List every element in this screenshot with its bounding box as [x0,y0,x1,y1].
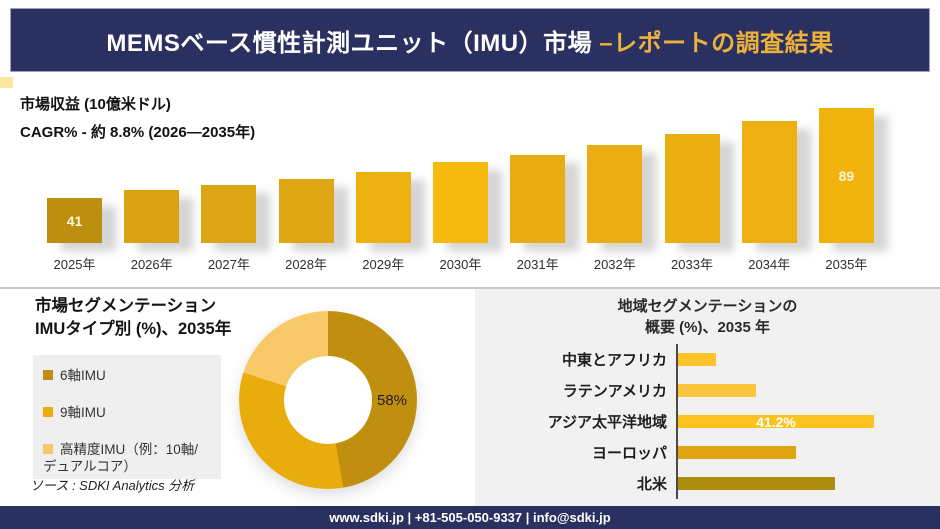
revenue-bar-column: 2026年 [124,80,180,272]
regional-bar [678,384,756,397]
title-main: MEMSベース慣性計測ユニット（IMU）市場 [106,29,600,57]
revenue-bar [355,172,411,243]
revenue-bar [587,145,643,243]
revenue-bar-year: 2029年 [362,257,405,272]
imu-type-title-line1: 市場セグメンテーション [35,297,217,315]
regional-bar-row: ラテンアメリカ [475,375,940,406]
bottom-panels: 市場セグメンテーション IMUタイプ別 (%)、2035年 6軸IMU 9軸IMU… [0,287,940,506]
legend-label: 9軸IMU [60,405,106,420]
revenue-bar-year: 2031年 [516,257,559,272]
title-accent: –レポートの調査結果 [599,29,834,57]
regional-bar [678,353,716,366]
revenue-chart-cagr: CAGR% - 約 8.8% (2026―2035年) [20,124,256,141]
revenue-bar-year: 2025年 [53,257,96,272]
donut-slice-label: 58% [377,392,408,409]
regional-panel: 地域セグメンテーションの 概要 (%)、2035 年 中東とアフリカ ラテンアメリ… [475,289,940,506]
revenue-bar [432,162,488,243]
revenue-bar-column: 2028年 [278,80,334,272]
revenue-bar-column: 89 2035年 [818,80,874,272]
legend-color-swatch [43,407,53,417]
revenue-bar-column: 2027年 [201,80,257,272]
revenue-bar-value: 41 [66,212,83,229]
regional-bar-value: 41.2% [756,413,796,430]
revenue-bar [201,185,257,243]
regional-category-label: アジア太平洋地域 [547,414,667,431]
regional-bar-area [676,468,940,499]
regional-bar [678,477,835,490]
revenue-bar-value: 89 [838,167,855,184]
revenue-bar-column: 41 2025年 [47,80,102,272]
revenue-bar-year: 2030年 [439,257,482,272]
revenue-bar [741,121,797,243]
regional-title-line2: 概要 (%)、2035 年 [644,319,771,336]
revenue-bar: 41 [47,198,102,243]
revenue-bar [510,155,566,243]
source-note: ソース : SDKI Analytics 分析 [30,478,195,493]
page-title: MEMSベース慣性計測ユニット（IMU）市場 –レポートの調査結果 [106,23,833,58]
revenue-bar-column: 2029年 [355,80,411,272]
footer-contact: www.sdki.jp | +81-505-050-9337 | info@sd… [329,510,611,525]
revenue-bar-year: 2027年 [207,257,250,272]
revenue-bar-column: 2030年 [432,80,488,272]
revenue-bar-year: 2032年 [593,257,636,272]
revenue-bar [124,190,180,243]
legend-color-swatch [43,370,53,380]
regional-bar-area [676,375,940,406]
regional-category-label: 中東とアフリカ [561,352,667,369]
revenue-bar-year: 2033年 [671,257,713,272]
regional-bar-row: 北米 [475,468,940,499]
footer-bar: www.sdki.jp | +81-505-050-9337 | info@sd… [0,506,940,529]
regional-title-line1: 地域セグメンテーションの [617,298,798,315]
revenue-bar-column: 2032年 [587,80,643,272]
regional-bar [678,446,796,459]
regional-bars: 中東とアフリカ ラテンアメリカアジア太平洋地域 41.2% ヨーロッパ北米 [475,344,940,499]
imu-type-panel: 市場セグメンテーション IMUタイプ別 (%)、2035年 6軸IMU 9軸IMU… [0,289,470,506]
revenue-bar-year: 2035年 [825,257,868,272]
revenue-bars: 41 2025年 2026年 2027年 2028年 2029年 2030年 2031年 203… [47,80,874,272]
legend-color-swatch [43,444,53,454]
revenue-chart-title: 市場収益 (10億米ドル) [20,96,171,113]
imu-type-title-line2: IMUタイプ別 (%)、2035年 [35,320,232,338]
regional-bar-area [676,437,940,468]
regional-bar-area: 41.2% [676,406,940,437]
legend-item: 9軸IMU [43,404,211,421]
donut-legend: 6軸IMU 9軸IMU 高精度IMU（例：10軸/デュアルコア） [33,355,221,479]
decorative-chip [0,77,13,88]
regional-category-label: ラテンアメリカ [562,383,667,400]
regional-bar-row: ヨーロッパ [475,437,940,468]
revenue-chart-section: 市場収益 (10億米ドル) CAGR% - 約 8.8% (2026―2035年… [0,72,940,287]
revenue-bar: 89 [818,108,874,243]
revenue-bar [278,179,334,243]
legend-item: 6軸IMU [43,367,211,384]
header-banner: MEMSベース慣性計測ユニット（IMU）市場 –レポートの調査結果 [10,8,930,72]
regional-bar-row: 中東とアフリカ [475,344,940,375]
legend-item: 高精度IMU（例：10軸/デュアルコア） [43,441,211,475]
legend-label: 6軸IMU [60,368,106,383]
regional-category-label: ヨーロッパ [591,445,667,462]
regional-bar-row: アジア太平洋地域 41.2% [475,406,940,437]
legend-label: 高精度IMU（例：10軸/デュアルコア） [43,442,199,474]
revenue-bar-column: 2034年 [741,80,797,272]
revenue-bar-year: 2034年 [748,257,791,272]
regional-category-label: 北米 [636,476,667,493]
regional-bar: 41.2% [678,413,874,430]
donut-chart: 58% [239,311,417,489]
revenue-bar-column: 2031年 [510,80,566,272]
revenue-bar-year: 2028年 [285,257,328,272]
donut-hole [284,356,372,444]
revenue-bar-column: 2033年 [664,80,720,272]
regional-bar-area [676,344,940,375]
revenue-bar-year: 2026年 [130,257,173,272]
revenue-bar [664,134,720,243]
